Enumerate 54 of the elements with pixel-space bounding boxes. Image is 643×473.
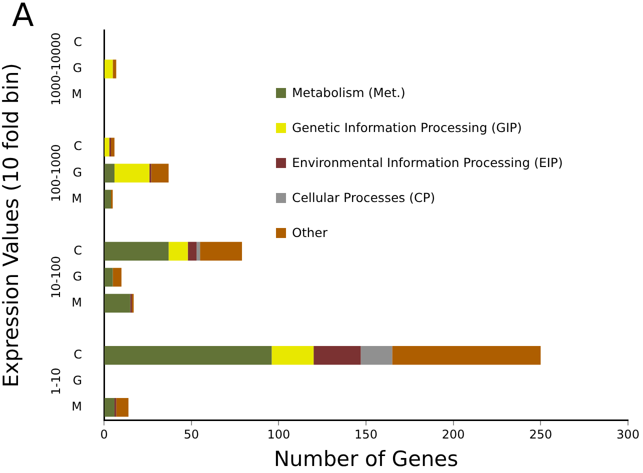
x-axis-title: Number of Genes [274,446,458,471]
bar [104,138,110,156]
bar [151,164,169,183]
legend-label: Environmental Information Processing (EIP) [292,155,563,170]
y-tick-label: M [72,87,82,102]
y-axis-title: Expression Values (10 fold bin) [0,63,24,388]
bar [272,346,314,365]
bar [104,268,113,287]
x-tick-label: 50 [184,428,199,442]
y-tick-label: M [72,191,82,206]
text: 1-10 [49,368,64,395]
y-tick-label: C [74,139,82,154]
y-tick-label: G [72,373,82,388]
x-tick-label: 150 [354,428,378,442]
bar [104,190,111,209]
bar [104,398,114,417]
bar [104,60,113,78]
legend-label: Metabolism (Met.) [292,85,406,100]
y-tick-label: C [74,243,82,258]
chart-title: A [12,0,34,34]
legend-label: Other [292,225,328,240]
bar [168,242,188,261]
text: 1000-10000 [49,32,64,106]
text: 100-1000 [49,144,64,202]
bar [360,346,392,365]
x-tick-label: 0 [100,428,108,442]
bar [196,242,200,261]
bar [104,294,130,313]
y-tick-label: C [74,347,82,362]
x-tick-label: 100 [267,428,290,442]
bar [104,346,272,365]
bar [104,242,169,261]
bar [188,242,197,261]
x-tick-label: 300 [616,428,640,442]
y-tick-label: C [74,35,82,50]
bar [112,268,122,287]
bar [114,164,150,183]
y-tick-label: M [72,400,82,414]
bar [392,346,541,365]
y-tick-label: G [72,165,82,180]
bar [110,138,114,156]
x-tick-label: 250 [529,428,552,442]
text: 10-100 [49,256,64,299]
y-tick-label: M [72,295,82,310]
bar [200,242,242,261]
legend-label: Genetic Information Processing (GIP) [292,120,522,135]
legend-label: Cellular Processes (CP) [292,190,436,205]
y-tick-label: G [72,269,82,284]
bar [112,60,116,78]
y-tick-label: G [72,61,82,76]
bar [116,398,128,417]
bar [104,164,114,183]
bar [314,346,361,365]
x-tick-label: 200 [442,428,465,442]
